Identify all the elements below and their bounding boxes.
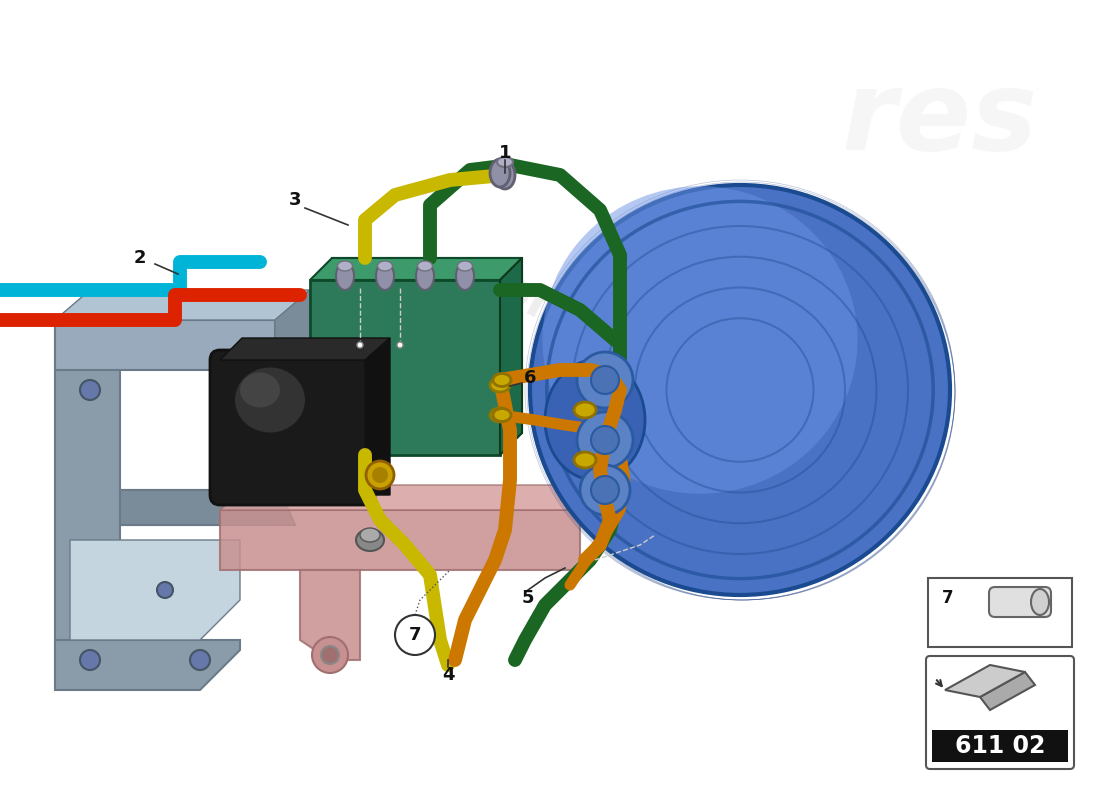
Polygon shape xyxy=(70,540,240,640)
Text: 5: 5 xyxy=(521,589,535,607)
Polygon shape xyxy=(55,320,275,370)
Polygon shape xyxy=(300,570,360,660)
Text: 4: 4 xyxy=(442,666,454,684)
FancyBboxPatch shape xyxy=(210,350,375,505)
Ellipse shape xyxy=(336,262,354,290)
Text: 7: 7 xyxy=(409,626,421,644)
Text: 2: 2 xyxy=(134,249,146,267)
Ellipse shape xyxy=(360,528,379,542)
Circle shape xyxy=(395,615,434,655)
Ellipse shape xyxy=(416,262,434,290)
Text: onlinecarparts: onlinecarparts xyxy=(487,262,872,498)
Circle shape xyxy=(578,352,632,408)
Text: 611 02: 611 02 xyxy=(955,734,1045,758)
Ellipse shape xyxy=(493,374,512,386)
Polygon shape xyxy=(55,290,310,320)
Text: since 1985: since 1985 xyxy=(617,363,823,497)
Ellipse shape xyxy=(1031,589,1049,615)
Ellipse shape xyxy=(490,159,510,187)
Circle shape xyxy=(591,366,619,394)
Polygon shape xyxy=(120,490,295,525)
Circle shape xyxy=(312,637,348,673)
Ellipse shape xyxy=(542,186,858,494)
Polygon shape xyxy=(332,258,522,433)
Polygon shape xyxy=(220,485,610,510)
Circle shape xyxy=(366,461,394,489)
Bar xyxy=(932,730,1068,762)
Ellipse shape xyxy=(530,185,950,595)
Ellipse shape xyxy=(574,402,596,418)
Circle shape xyxy=(372,467,388,483)
Circle shape xyxy=(190,650,210,670)
Polygon shape xyxy=(980,672,1035,710)
Text: res: res xyxy=(842,66,1038,174)
Polygon shape xyxy=(55,640,240,690)
FancyBboxPatch shape xyxy=(928,578,1072,647)
Ellipse shape xyxy=(497,157,513,167)
Ellipse shape xyxy=(235,367,305,433)
Circle shape xyxy=(157,582,173,598)
Circle shape xyxy=(578,412,632,468)
Text: 6: 6 xyxy=(524,369,537,387)
Ellipse shape xyxy=(458,261,473,271)
Ellipse shape xyxy=(490,378,510,392)
Ellipse shape xyxy=(574,452,596,468)
Ellipse shape xyxy=(493,409,512,422)
FancyBboxPatch shape xyxy=(926,656,1074,769)
Ellipse shape xyxy=(495,161,515,189)
Text: 7: 7 xyxy=(942,589,954,607)
Ellipse shape xyxy=(376,262,394,290)
Polygon shape xyxy=(220,510,580,570)
Ellipse shape xyxy=(240,373,280,407)
Text: 3: 3 xyxy=(288,191,301,209)
Text: 1: 1 xyxy=(498,144,512,162)
Circle shape xyxy=(321,646,339,664)
Polygon shape xyxy=(500,258,522,455)
Circle shape xyxy=(358,342,363,348)
Ellipse shape xyxy=(338,261,352,271)
Polygon shape xyxy=(275,290,310,490)
Circle shape xyxy=(80,380,100,400)
Polygon shape xyxy=(945,665,1025,697)
Circle shape xyxy=(80,650,100,670)
Circle shape xyxy=(580,465,630,515)
Polygon shape xyxy=(365,338,390,495)
Circle shape xyxy=(591,426,619,454)
Ellipse shape xyxy=(544,360,645,480)
Polygon shape xyxy=(55,320,270,680)
FancyBboxPatch shape xyxy=(989,587,1050,617)
Circle shape xyxy=(397,342,403,348)
Ellipse shape xyxy=(490,408,510,422)
Ellipse shape xyxy=(418,261,432,271)
Ellipse shape xyxy=(456,262,474,290)
Ellipse shape xyxy=(356,529,384,551)
Polygon shape xyxy=(310,258,522,280)
Polygon shape xyxy=(220,338,390,360)
Circle shape xyxy=(591,476,619,504)
Ellipse shape xyxy=(377,261,393,271)
Polygon shape xyxy=(310,280,500,455)
